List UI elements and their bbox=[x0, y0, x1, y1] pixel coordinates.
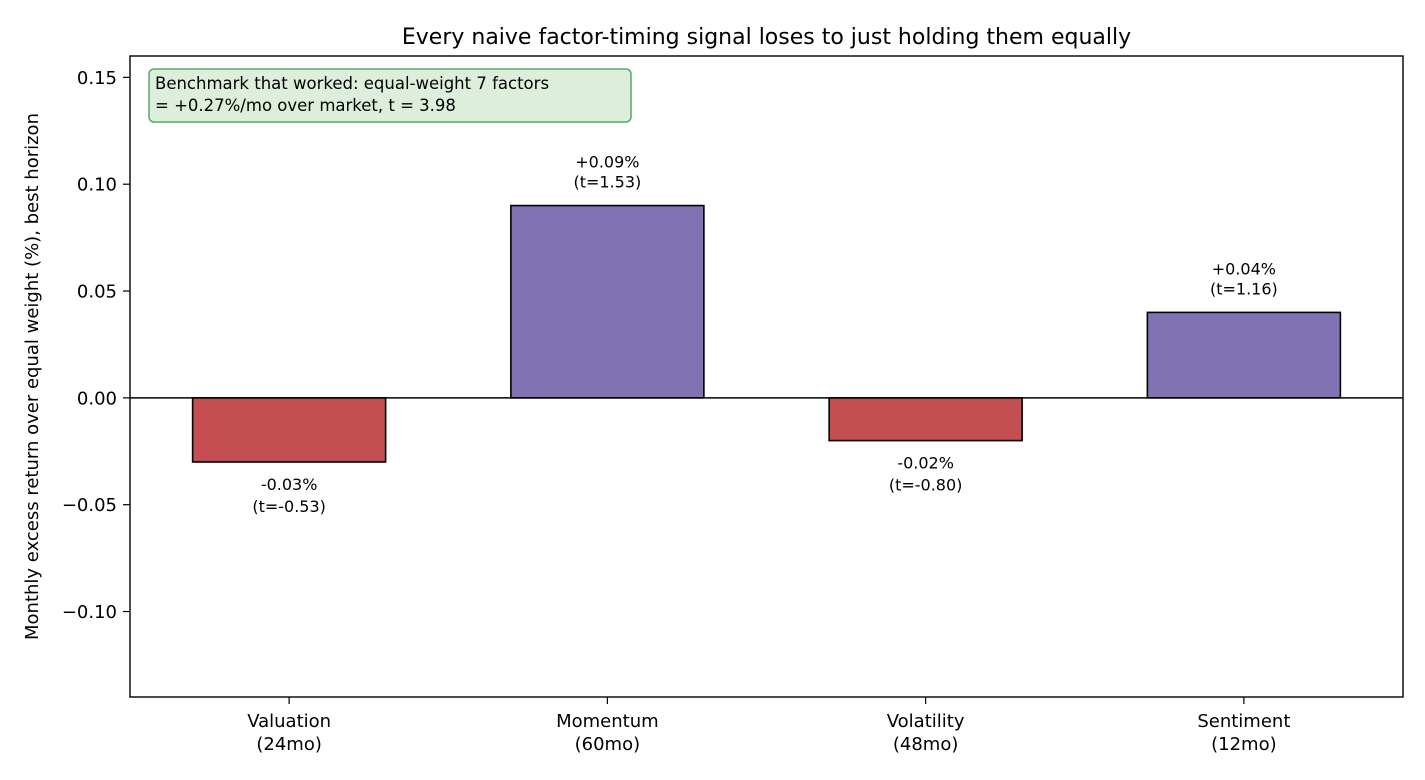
x-tick-label: (12mo) bbox=[1211, 734, 1277, 755]
bar bbox=[510, 204, 705, 399]
annotation-line: = +0.27%/mo over market, t = 3.98 bbox=[155, 96, 456, 115]
y-tick-label: 0.05 bbox=[77, 282, 117, 303]
y-tick-label: 0.10 bbox=[77, 175, 117, 196]
bar-value-label: +0.09% bbox=[575, 153, 639, 172]
bar bbox=[191, 397, 387, 463]
bar-t-label: (t=1.16) bbox=[1210, 279, 1278, 298]
y-tick-label: 0.15 bbox=[77, 68, 117, 89]
x-tick-label: Valuation bbox=[247, 711, 331, 732]
annotation-box bbox=[148, 68, 632, 123]
bar-value-label: -0.02% bbox=[897, 454, 954, 473]
x-tick-label: Momentum bbox=[556, 711, 659, 732]
x-tick-label: Volatility bbox=[887, 711, 965, 732]
x-tick-label: (48mo) bbox=[893, 734, 959, 755]
benchmark-annotation: Benchmark that worked: equal-weight 7 fa… bbox=[148, 68, 632, 123]
plot-area: -0.03% (t=-0.53) +0.09%(t=1.53) -0.02% (t=-0… bbox=[62, 55, 1404, 755]
y-tick-label: −0.10 bbox=[62, 602, 117, 623]
bar-t-label: (t=-0.80) bbox=[889, 476, 963, 495]
bar bbox=[1146, 311, 1342, 399]
bar-t-label: (t=-0.53) bbox=[252, 497, 326, 516]
annotation-line: Benchmark that worked: equal-weight 7 fa… bbox=[155, 74, 549, 93]
chart-title: Every naive factor-timing signal loses t… bbox=[402, 25, 1131, 50]
x-tick-label: (24mo) bbox=[256, 734, 322, 755]
y-axis-label: Monthly excess return over equal weight … bbox=[22, 113, 43, 640]
plot-frame bbox=[129, 55, 1404, 698]
x-tick-label: Sentiment bbox=[1197, 711, 1290, 732]
x-tick-label: (60mo) bbox=[575, 734, 641, 755]
bar bbox=[828, 397, 1023, 442]
y-tick-label: −0.05 bbox=[62, 495, 117, 516]
bar-t-label: (t=1.53) bbox=[573, 173, 641, 192]
y-tick-label: 0.00 bbox=[77, 388, 117, 409]
bar-value-label: -0.03% bbox=[261, 475, 318, 494]
bar-value-label: +0.04% bbox=[1212, 259, 1276, 278]
